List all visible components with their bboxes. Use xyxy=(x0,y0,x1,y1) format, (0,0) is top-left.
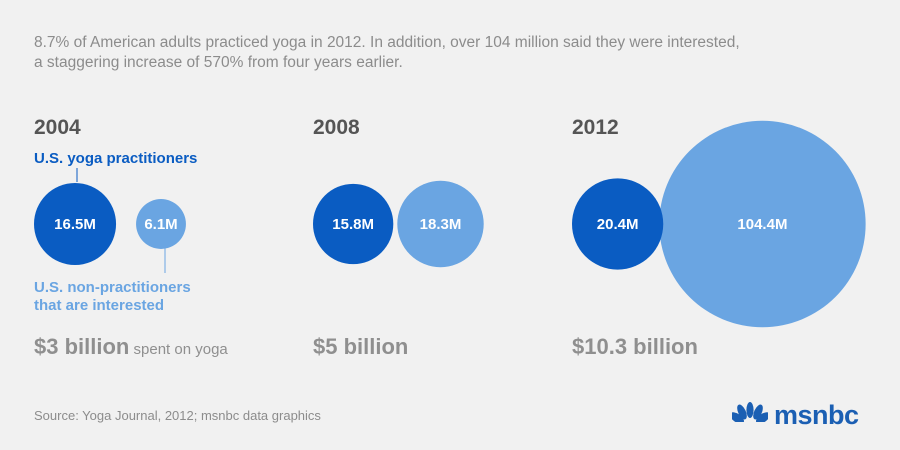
interested-bubble xyxy=(136,199,186,249)
practitioners-callout-label: U.S. yoga practitioners xyxy=(34,150,197,167)
spending-label: $10.3 billion xyxy=(572,334,698,359)
interested-value-label: 6.1M xyxy=(144,216,177,233)
year-label: 2012 xyxy=(572,116,619,139)
practitioners-bubble xyxy=(572,178,664,270)
logo-text: msnbc xyxy=(774,399,859,430)
interested-bubble xyxy=(659,120,866,328)
intro-line-1: 8.7% of American adults practiced yoga i… xyxy=(34,34,740,51)
year-group-2004: 2004 16.5M 6.1M $3 billion spent on yoga xyxy=(34,116,228,359)
interested-callout-label-line2: that are interested xyxy=(34,297,164,314)
year-group-2012: 2012 20.4M 104.4M $10.3 billion xyxy=(572,116,866,359)
practitioners-value-label: 20.4M xyxy=(597,216,639,233)
year-group-2008: 2008 15.8M 18.3M $5 billion xyxy=(313,116,484,359)
spending-note: spent on yoga xyxy=(129,341,228,358)
year-label: 2004 xyxy=(34,116,81,139)
spending-label: $3 billion spent on yoga xyxy=(34,334,228,359)
intro-line-2: a staggering increase of 570% from four … xyxy=(34,54,403,71)
year-label: 2008 xyxy=(313,116,360,139)
nbc-peacock-icon xyxy=(732,402,768,428)
practitioners-bubble xyxy=(313,183,394,265)
practitioners-value-label: 15.8M xyxy=(332,216,374,233)
spending-label: $5 billion xyxy=(313,334,408,359)
interested-value-label: 18.3M xyxy=(420,216,462,233)
intro-text: 8.7% of American adults practiced yoga i… xyxy=(34,33,874,73)
practitioners-value-label: 16.5M xyxy=(54,216,96,233)
practitioners-bubble xyxy=(34,182,117,266)
msnbc-logo: msnbc xyxy=(732,398,859,432)
interested-callout-label-line1: U.S. non-practitioners xyxy=(34,279,191,296)
interested-bubble xyxy=(397,180,484,268)
source-note: Source: Yoga Journal, 2012; msnbc data g… xyxy=(34,408,321,423)
interested-value-label: 104.4M xyxy=(737,216,787,233)
